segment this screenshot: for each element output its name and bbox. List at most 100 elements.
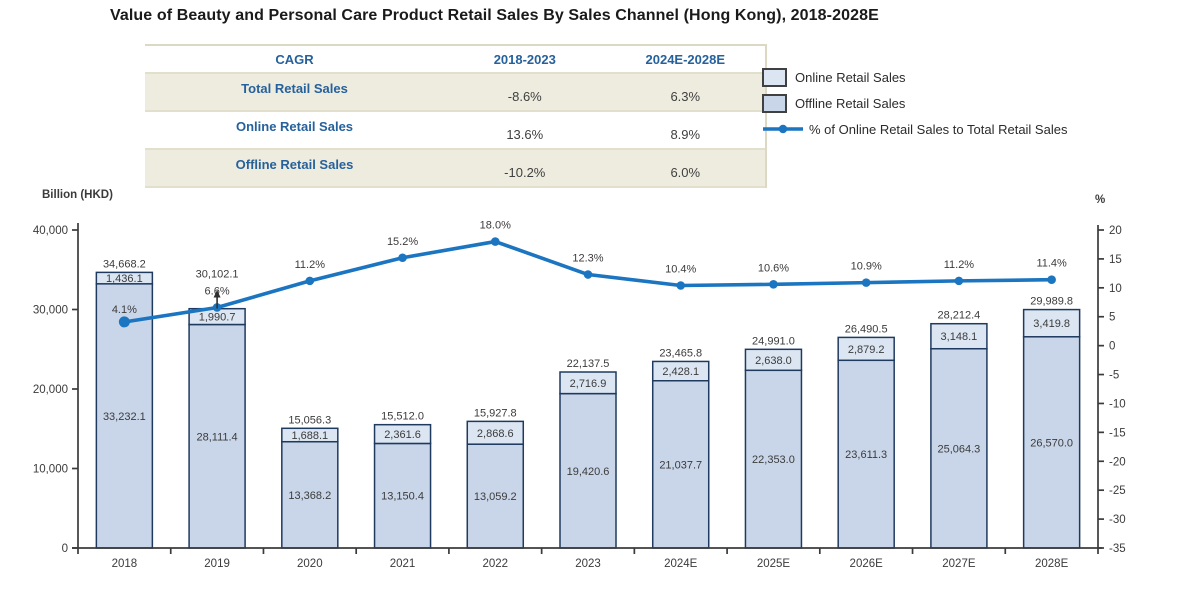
bar-offline-2021 [373, 442, 432, 549]
bar-online-2026E [837, 336, 895, 362]
legend-item-online: Online Retail Sales [762, 66, 1067, 88]
cagr-header-2024e-2028e: 2024E-2028E [645, 52, 726, 67]
left-axis-tick-label: 40,000 [33, 225, 68, 237]
right-axis-tick-label: 15 [1109, 254, 1122, 266]
total-value-label: 15,056.3 [288, 414, 331, 426]
pct-value-label: 10.9% [851, 261, 882, 273]
offline-value-label: 23,611.3 [845, 449, 887, 461]
left-axis-tick-label: 10,000 [33, 464, 68, 476]
x-axis-category-label: 2020 [297, 558, 323, 570]
table-row: Online Retail Sales 13.6% 8.9% [145, 112, 765, 150]
bar-online-2020 [281, 427, 339, 443]
offline-value-label: 21,037.7 [659, 459, 702, 471]
online-value-label: 2,716.9 [570, 378, 607, 390]
bar-online-2025E [744, 348, 803, 372]
total-value-label: 26,490.5 [845, 323, 888, 335]
right-axis-tick-label: 0 [1109, 341, 1115, 353]
pct-value-label: 11.2% [944, 259, 975, 271]
cagr-value: -10.2% [504, 165, 546, 180]
total-value-label: 15,927.8 [474, 407, 517, 419]
right-axis-tick-label: 20 [1109, 225, 1122, 237]
offline-value-label: 28,111.4 [196, 431, 237, 443]
total-value-label: 22,137.5 [567, 358, 610, 370]
right-axis-tick-label: -15 [1109, 427, 1126, 439]
pct-value-label: 15.2% [387, 236, 418, 248]
right-axis-tick-label: 10 [1109, 283, 1122, 295]
line-point-2026E [861, 278, 871, 287]
total-value-label: 29,989.8 [1030, 296, 1073, 308]
line-point-2023 [583, 270, 593, 279]
bar-offline-2020 [281, 440, 339, 549]
right-axis-tick-label: -35 [1109, 543, 1126, 555]
left-axis-tick-label: 20,000 [33, 384, 68, 396]
cagr-value: 6.3% [670, 89, 701, 104]
online-value-label: 1,436.1 [106, 273, 143, 285]
pct-value-label: 18.0% [480, 220, 511, 232]
online-value-label: 1,990.7 [199, 312, 236, 324]
x-axis-category-label: 2028E [1035, 558, 1069, 570]
online-value-label: 2,868.6 [477, 428, 514, 440]
line-point-2021 [398, 253, 407, 263]
bar-online-2024E [651, 360, 710, 382]
cagr-value: -8.6% [507, 89, 542, 104]
cagr-value: 6.0% [670, 165, 701, 180]
cagr-value: 13.6% [506, 127, 544, 142]
x-axis-category-label: 2021 [390, 558, 416, 570]
x-axis-category-label: 2022 [482, 558, 508, 570]
offline-value-label: 13,150.4 [381, 491, 424, 503]
cagr-header-2018-2023: 2018-2023 [493, 52, 556, 67]
table-row: Total Retail Sales -8.6% 6.3% [145, 74, 765, 112]
right-axis-tick-label: -25 [1109, 485, 1126, 497]
legend-item-offline: Offline Retail Sales [762, 92, 1067, 114]
bar-offline-2024E [651, 380, 710, 549]
line-point-2028E [1047, 275, 1056, 285]
x-axis-category-label: 2027E [942, 558, 976, 570]
line-point-2027E [954, 276, 964, 286]
leader-arrowhead-icon [213, 289, 221, 298]
legend-label: % of Online Retail Sales to Total Retail… [809, 121, 1068, 137]
pct-value-label: 11.2% [295, 259, 326, 271]
cagr-table: CAGR 2018-2023 2024E-2028E Total Retail … [145, 44, 767, 188]
legend-label: Offline Retail Sales [795, 95, 906, 111]
right-axis-tick-label: -30 [1109, 514, 1126, 526]
bar-online-2021 [373, 423, 432, 445]
pct-value-label: 10.6% [758, 262, 789, 274]
total-value-label: 28,212.4 [937, 310, 980, 322]
right-axis-tick-label: -5 [1109, 370, 1119, 382]
bar-online-2027E [930, 322, 988, 350]
bar-online-2028E [1022, 308, 1081, 338]
cagr-table-header-row: CAGR 2018-2023 2024E-2028E [145, 46, 765, 74]
legend-item-pct-line: % of Online Retail Sales to Total Retail… [762, 118, 1067, 140]
x-axis-category-label: 2024E [664, 558, 698, 570]
online-value-label: 2,361.6 [384, 429, 421, 441]
offline-value-label: 13,368.2 [288, 490, 331, 502]
cagr-header-metric: CAGR [275, 52, 314, 67]
online-value-label: 3,419.8 [1033, 318, 1070, 330]
total-value-label: 34,668.2 [103, 258, 146, 270]
line-point-2025E [769, 280, 778, 289]
online-value-label: 2,879.2 [848, 344, 885, 356]
cagr-row-label-online: Online Retail Sales [235, 119, 354, 134]
legend-label: Online Retail Sales [795, 69, 906, 85]
right-axis-tick-label: -10 [1109, 398, 1126, 410]
chart-legend: Online Retail Sales Offline Retail Sales… [762, 66, 1067, 144]
offline-value-label: 33,232.1 [103, 411, 146, 423]
bar-offline-2022 [466, 443, 525, 549]
bar-online-2022 [466, 420, 525, 445]
line-point-2018 [118, 316, 130, 328]
cagr-row-label-offline: Offline Retail Sales [235, 157, 354, 172]
table-row: Offline Retail Sales -10.2% 6.0% [145, 150, 765, 188]
offline-value-label: 13,059.2 [474, 491, 517, 503]
bar-online-2023 [559, 371, 617, 395]
online-value-label: 2,428.1 [662, 366, 699, 378]
x-axis-category-label: 2026E [850, 558, 884, 570]
line-marker-icon [763, 124, 803, 134]
x-axis-category-label: 2019 [204, 558, 230, 570]
online-value-label: 2,638.0 [755, 355, 792, 367]
line-point-2024E [676, 281, 686, 290]
offline-value-label: 19,420.6 [567, 466, 610, 478]
online-value-label: 1,688.1 [291, 430, 328, 442]
pct-value-label: 10.4% [665, 264, 696, 276]
pct-value-label: 4.1% [112, 304, 137, 316]
